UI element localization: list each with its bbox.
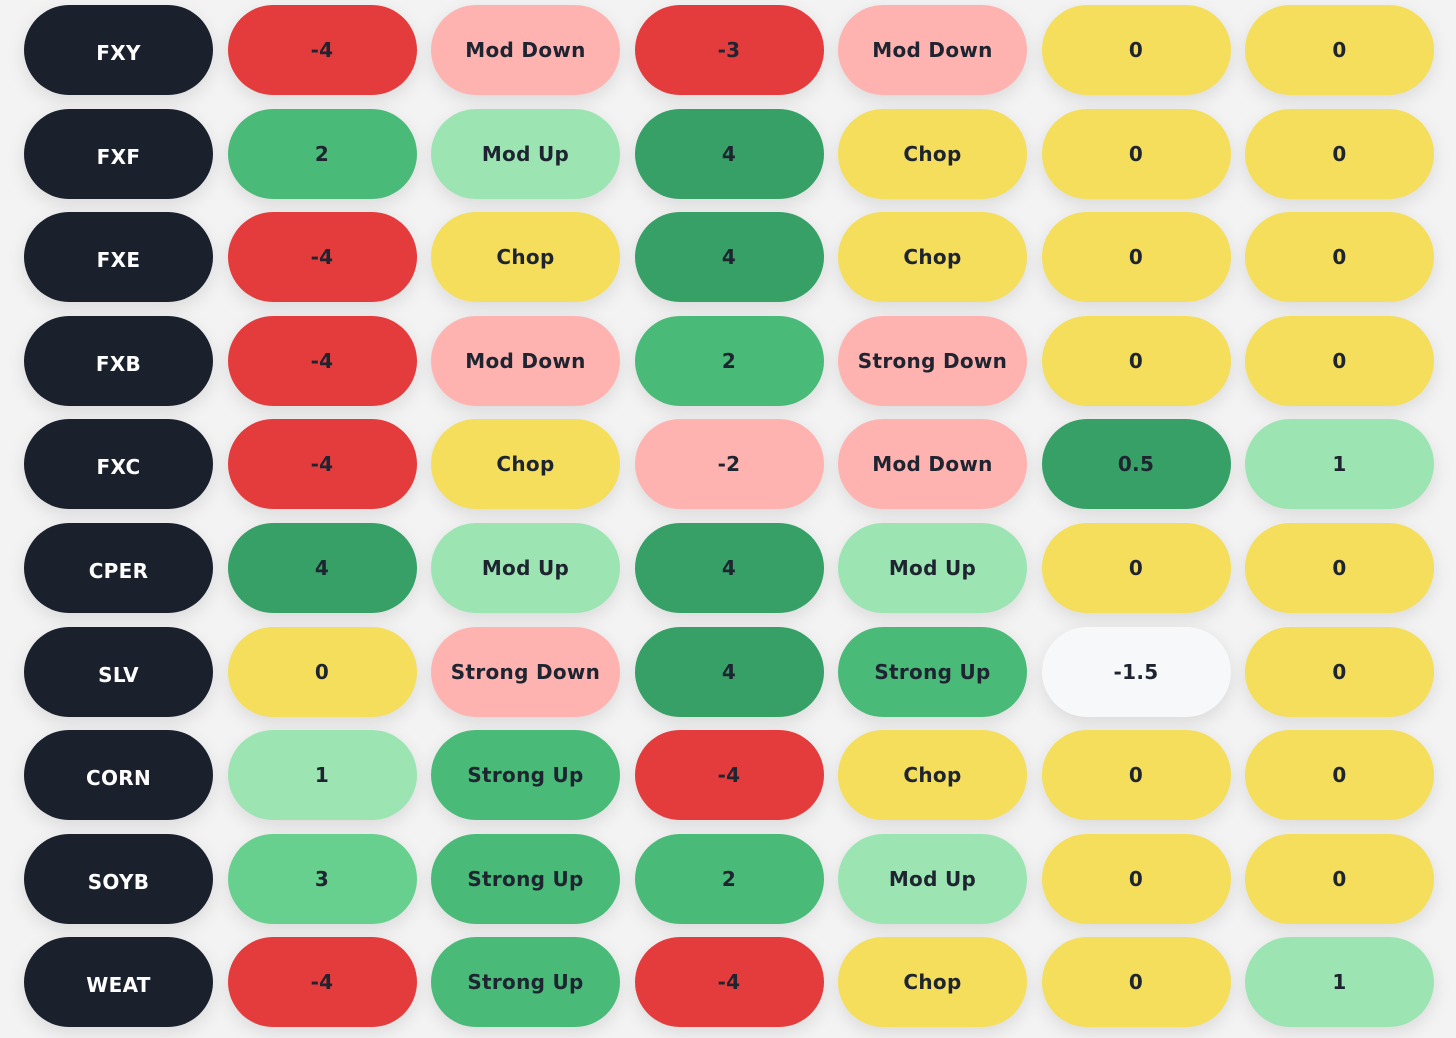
ticker-pill-cper: CPER	[24, 522, 213, 613]
signal-pill-r7-c0: 1	[227, 730, 417, 821]
ticker-pill-slv: SLV	[24, 626, 213, 717]
signal-pill-r9-c1: Strong Up	[431, 937, 620, 1028]
signal-pill-r2-c3: Chop	[838, 212, 1027, 303]
signal-pill-r1-c3: Chop	[838, 108, 1027, 199]
ticker-pill-corn: CORN	[24, 730, 213, 821]
ticker-pill-soyb: SOYB	[24, 833, 213, 924]
ticker-pill-fxb: FXB	[24, 315, 213, 406]
signal-pill-r1-c1: Mod Up	[431, 108, 620, 199]
signal-pill-r4-c5: 1	[1245, 419, 1434, 510]
signal-pill-r1-c4: 0	[1041, 108, 1231, 199]
ticker-pill-fxy: FXY	[24, 5, 213, 95]
signal-pill-r1-c5: 0	[1245, 108, 1434, 199]
signal-pill-r0-c3: Mod Down	[838, 5, 1027, 95]
signal-pill-r7-c5: 0	[1245, 730, 1434, 821]
signal-pill-r6-c0: 0	[227, 626, 417, 717]
signal-pill-r8-c1: Strong Up	[431, 833, 620, 924]
signal-pill-r4-c0: -4	[227, 419, 417, 510]
signal-pill-r2-c1: Chop	[431, 212, 620, 303]
signal-pill-r6-c5: 0	[1245, 626, 1434, 717]
signal-pill-r7-c4: 0	[1041, 730, 1231, 821]
signal-pill-r1-c2: 4	[634, 108, 824, 199]
ticker-pill-fxc: FXC	[24, 419, 213, 510]
signal-pill-r9-c4: 0	[1041, 937, 1231, 1028]
ticker-pill-fxe: FXE	[24, 212, 213, 303]
signal-pill-r8-c3: Mod Up	[838, 833, 1027, 924]
signal-pill-r5-c4: 0	[1041, 522, 1231, 613]
signal-pill-r4-c1: Chop	[431, 419, 620, 510]
signal-pill-r6-c1: Strong Down	[431, 626, 620, 717]
signal-pill-r1-c0: 2	[227, 108, 417, 199]
signal-pill-r0-c1: Mod Down	[431, 5, 620, 95]
signal-pill-r8-c0: 3	[227, 833, 417, 924]
signal-pill-r9-c0: -4	[227, 937, 417, 1028]
signal-pill-r3-c4: 0	[1041, 315, 1231, 406]
signal-pill-r5-c1: Mod Up	[431, 522, 620, 613]
ticker-pill-fxf: FXF	[24, 108, 213, 199]
signal-pill-r0-c5: 0	[1245, 5, 1434, 95]
signal-pill-r3-c5: 0	[1245, 315, 1434, 406]
signal-pill-r0-c0: -4	[227, 5, 417, 95]
signal-pill-r3-c1: Mod Down	[431, 315, 620, 406]
signal-pill-r9-c2: -4	[634, 937, 824, 1028]
signal-pill-r2-c5: 0	[1245, 212, 1434, 303]
signal-pill-r7-c2: -4	[634, 730, 824, 821]
signal-pill-r4-c3: Mod Down	[838, 419, 1027, 510]
signal-pill-r5-c2: 4	[634, 522, 824, 613]
signal-pill-r5-c3: Mod Up	[838, 522, 1027, 613]
signal-pill-r9-c3: Chop	[838, 937, 1027, 1028]
signal-pill-r5-c0: 4	[227, 522, 417, 613]
signal-pill-r8-c2: 2	[634, 833, 824, 924]
signal-pill-r6-c3: Strong Up	[838, 626, 1027, 717]
signal-pill-r7-c3: Chop	[838, 730, 1027, 821]
signal-pill-r4-c4: 0.5	[1041, 419, 1231, 510]
signal-pill-r8-c4: 0	[1041, 833, 1231, 924]
signal-pill-r2-c4: 0	[1041, 212, 1231, 303]
signal-pill-r9-c5: 1	[1245, 937, 1434, 1028]
signal-pill-r7-c1: Strong Up	[431, 730, 620, 821]
signal-pill-r5-c5: 0	[1245, 522, 1434, 613]
signal-pill-r4-c2: -2	[634, 419, 824, 510]
ticker-pill-weat: WEAT	[24, 937, 213, 1028]
signal-pill-r3-c0: -4	[227, 315, 417, 406]
signal-pill-r8-c5: 0	[1245, 833, 1434, 924]
signal-pill-r2-c0: -4	[227, 212, 417, 303]
signal-pill-r6-c4: -1.5	[1041, 626, 1231, 717]
signal-pill-r2-c2: 4	[634, 212, 824, 303]
signal-pill-r0-c4: 0	[1041, 5, 1231, 95]
signal-pill-r0-c2: -3	[634, 5, 824, 95]
signal-pill-r6-c2: 4	[634, 626, 824, 717]
signal-pill-r3-c3: Strong Down	[838, 315, 1027, 406]
signal-pill-r3-c2: 2	[634, 315, 824, 406]
signal-grid: FXY -4 Mod Down -3 Mod Down 0 0 FXF 2 Mod Up 4 Chop…	[24, 5, 1434, 1028]
